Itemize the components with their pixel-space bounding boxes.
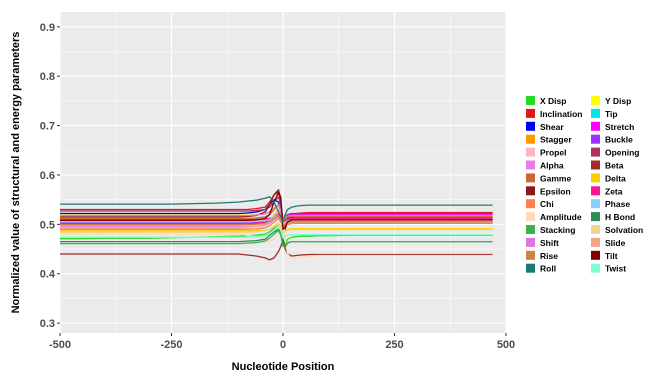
legend-label-twist: Twist (605, 264, 626, 274)
legend-key-propel (526, 147, 535, 157)
series-line-twist (60, 226, 493, 239)
x-tick-label: -250 (160, 339, 182, 351)
series-line-beta (60, 238, 493, 261)
legend-label-slide: Slide (605, 238, 626, 248)
series-line-shift (60, 203, 493, 221)
legend-key-delta (591, 173, 600, 183)
legend-key-zeta (591, 186, 600, 196)
legend-key-buckle (591, 134, 600, 144)
y-tick-label: 0.3 (40, 318, 55, 330)
legend-label-h-bond: H Bond (605, 212, 635, 222)
legend-key-stagger (526, 134, 535, 144)
legend-label-inclination: Inclination (540, 109, 583, 119)
legend-key-epsilon (526, 186, 535, 196)
y-tick-label: 0.7 (40, 121, 55, 133)
y-tick-label: 0.9 (40, 22, 55, 34)
legend-label-phase: Phase (605, 199, 630, 209)
legend-key-amplitude (526, 212, 535, 222)
legend-label-beta: Beta (605, 161, 624, 171)
legend-label-alpha: Alpha (540, 161, 564, 171)
legend-key-opening (591, 147, 600, 157)
legend-label-propel: Propel (540, 148, 566, 158)
legend-key-alpha (526, 160, 535, 170)
y-axis-title: Normalized value of structural and energ… (10, 32, 22, 314)
legend-key-chi (526, 199, 535, 209)
legend-key-h-bond (591, 212, 600, 222)
legend-label-epsilon: Epsilon (540, 186, 571, 196)
x-tick-label: 250 (385, 339, 403, 351)
legend-label-stretch: Stretch (605, 122, 634, 132)
legend-label-gamme: Gamme (540, 173, 571, 183)
legend-key-slide (591, 237, 600, 247)
x-tick-label: 500 (497, 339, 515, 351)
legend-label-shift: Shift (540, 238, 559, 248)
legend-key-stretch (591, 121, 600, 131)
legend-label-zeta: Zeta (605, 186, 623, 196)
legend-key-tilt (591, 250, 600, 260)
legend-label-rise: Rise (540, 251, 558, 261)
legend-key-inclination (526, 108, 535, 118)
legend-key-shift (526, 237, 535, 247)
legend-key-y-disp (591, 96, 600, 105)
legend-label-y-disp: Y Disp (605, 96, 631, 106)
legend-key-roll (526, 263, 535, 273)
legend-label-tip: Tip (605, 109, 618, 119)
legend: X Disp Y Disp Inclination Tip Shear Stretch St… (526, 96, 643, 274)
legend-label-opening: Opening (605, 148, 639, 158)
series-line-roll (60, 196, 493, 223)
y-tick-label: 0.8 (40, 71, 55, 83)
legend-label-chi: Chi (540, 199, 554, 209)
legend-key-shear (526, 121, 535, 131)
legend-label-buckle: Buckle (605, 135, 633, 145)
legend-key-beta (591, 160, 600, 170)
series-line-tilt (60, 191, 493, 230)
legend-label-tilt: Tilt (605, 251, 618, 261)
x-axis-ticks: -500 -250 0 250 500 (49, 333, 515, 351)
legend-label-delta: Delta (605, 173, 626, 183)
legend-key-stacking (526, 225, 535, 234)
series-layer (60, 189, 493, 261)
legend-key-tip (591, 108, 600, 118)
legend-key-phase (591, 199, 600, 209)
legend-key-rise (526, 250, 535, 260)
y-tick-label: 0.5 (40, 219, 55, 231)
legend-key-twist (591, 263, 600, 273)
x-axis-title: Nucleotide Position (232, 361, 335, 373)
legend-label-roll: Roll (540, 264, 556, 274)
y-tick-label: 0.4 (40, 269, 56, 281)
series-line-solvation (60, 222, 493, 234)
x-tick-label: -500 (49, 339, 71, 351)
series-line-stacking (60, 229, 493, 248)
legend-label-amplitude: Amplitude (540, 212, 582, 222)
legend-label-x-disp: X Disp (540, 96, 566, 106)
legend-label-stacking: Stacking (540, 225, 575, 235)
x-tick-label: 0 (280, 339, 286, 351)
legend-label-stagger: Stagger (540, 135, 572, 145)
legend-label-shear: Shear (540, 122, 564, 132)
y-tick-label: 0.6 (40, 170, 55, 182)
legend-key-solvation (591, 225, 600, 234)
legend-key-x-disp (526, 96, 535, 105)
legend-label-solvation: Solvation (605, 225, 643, 235)
legend-key-gamme (526, 173, 535, 183)
y-axis-ticks: 0.3 0.4 0.5 0.6 0.7 0.8 0.9 (40, 22, 60, 330)
